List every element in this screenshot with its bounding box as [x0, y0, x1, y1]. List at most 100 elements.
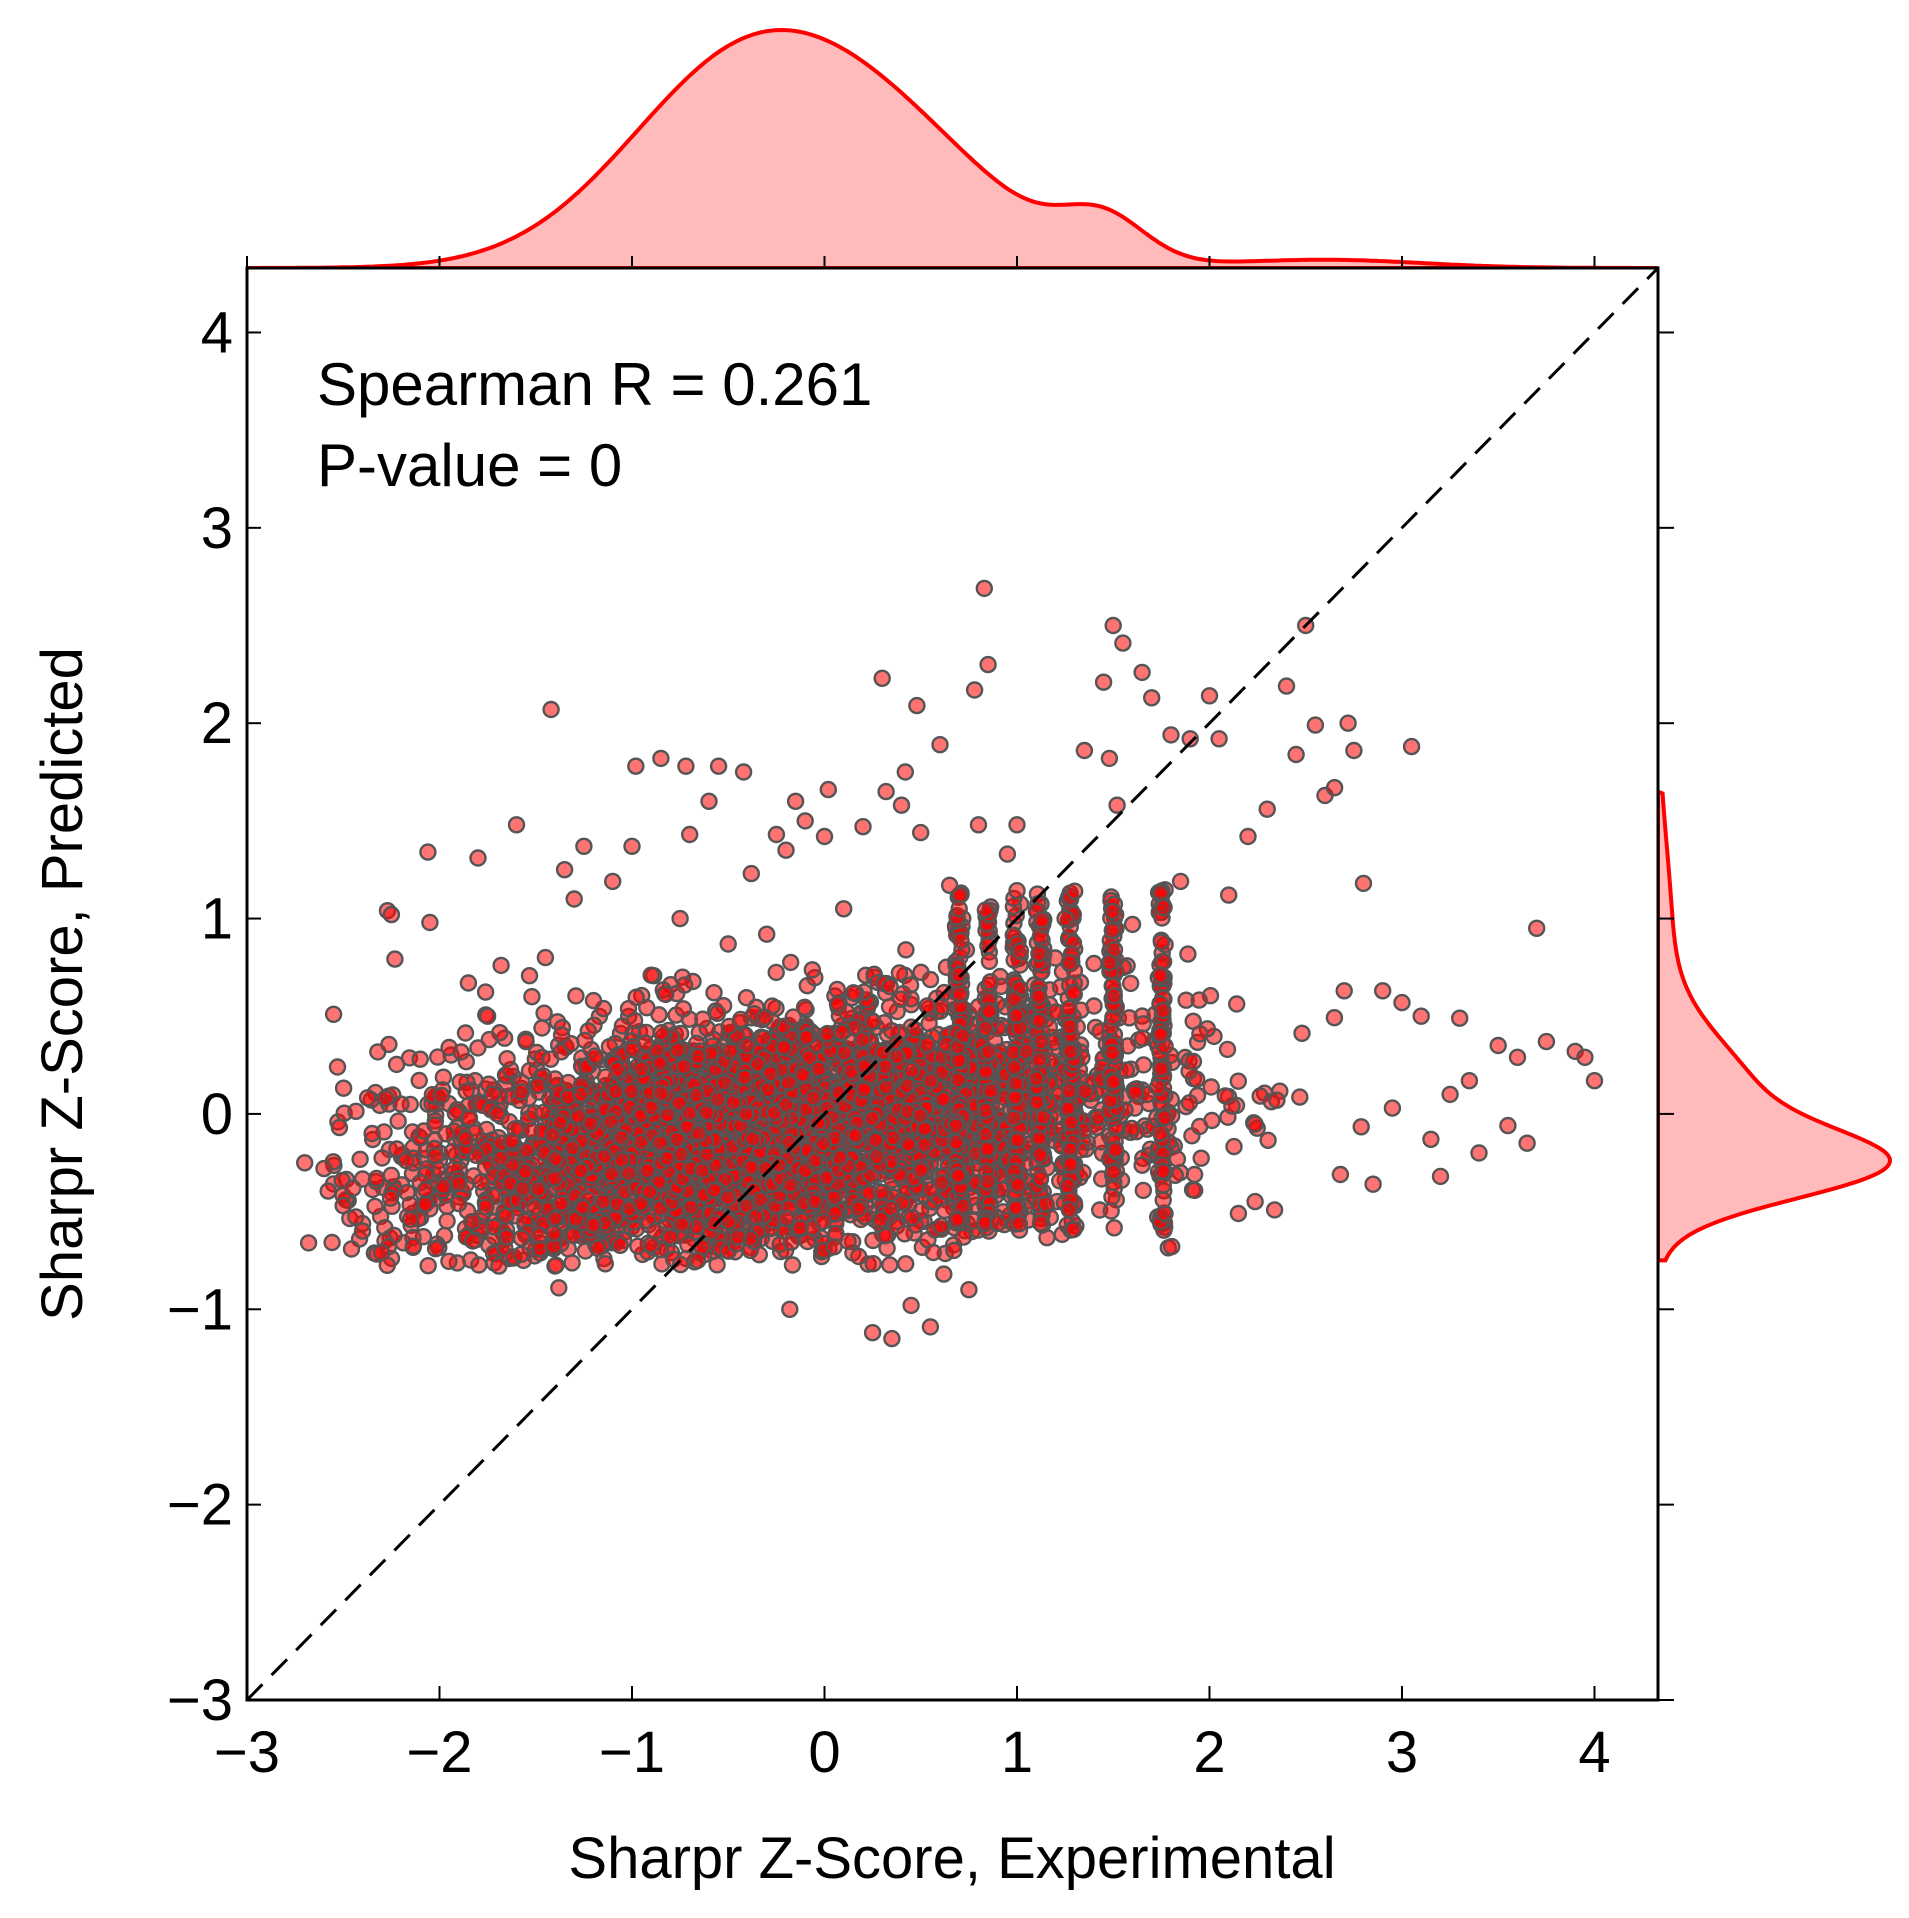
scatter-point: [918, 997, 936, 1015]
scatter-point: [945, 1241, 963, 1260]
scatter-point: [759, 1080, 777, 1099]
scatter-point: [1180, 1094, 1199, 1112]
y-tick-label: 3: [201, 496, 233, 561]
scatter-point: [397, 1151, 415, 1170]
scatter-point: [828, 995, 847, 1014]
scatter-point: [657, 985, 675, 1004]
scatter-point: [595, 1147, 614, 1166]
scatter-point: [1030, 944, 1048, 963]
scatter-point: [758, 925, 776, 943]
x-tick-label: 2: [1193, 1720, 1225, 1785]
scatter-point: [641, 1183, 659, 1201]
scatter-point: [1152, 933, 1171, 951]
scatter-point: [1030, 1129, 1048, 1147]
scatter-point: [1152, 1025, 1171, 1044]
scatter-point: [847, 1126, 865, 1145]
scatter-point: [767, 963, 785, 982]
scatter-point: [632, 1060, 651, 1078]
scatter-point: [828, 980, 846, 999]
scatter-point: [980, 1042, 998, 1061]
scatter-point: [721, 1042, 740, 1060]
scatter-point: [881, 1256, 899, 1274]
scatter-point: [742, 864, 760, 883]
scatter-point: [498, 1228, 516, 1246]
scatter-point: [1060, 1082, 1079, 1100]
scatter-point: [1431, 1167, 1450, 1186]
scatter-point: [521, 1121, 540, 1140]
scatter-point: [780, 1073, 798, 1092]
scatter-point: [457, 1082, 475, 1101]
scatter-point: [330, 1118, 349, 1137]
scatter-point: [613, 1151, 631, 1169]
scatter-point: [1154, 898, 1173, 917]
scatter-point: [756, 1008, 774, 1027]
x-tick-label: −3: [214, 1720, 280, 1785]
scatter-point: [429, 1048, 447, 1066]
scatter-point: [705, 1181, 723, 1200]
scatter-point: [1460, 1071, 1479, 1090]
scatter-point: [1007, 1007, 1025, 1025]
right-marginal-kde: [1656, 788, 1893, 1263]
scatter-point: [911, 1106, 929, 1125]
scatter-point: [351, 1150, 369, 1169]
scatter-point: [954, 1197, 972, 1215]
scatter-point: [853, 1031, 871, 1049]
scatter-point: [709, 1090, 727, 1108]
scatter-point: [376, 1089, 395, 1108]
scatter-point: [652, 1084, 670, 1103]
scatter-point: [563, 1139, 581, 1157]
scatter-point: [507, 816, 526, 834]
scatter-point: [1008, 882, 1026, 900]
scatter-point: [747, 1208, 765, 1226]
scatter-point: [1017, 1042, 1036, 1061]
scatter-point: [705, 984, 723, 1002]
scatter-point: [1585, 1071, 1604, 1090]
scatter-point: [947, 1133, 965, 1151]
scatter-point: [319, 1182, 337, 1200]
scatter-point: [1354, 874, 1373, 893]
scatter-point: [411, 1050, 429, 1068]
scatter-point: [373, 1149, 391, 1167]
scatter-point: [749, 1055, 767, 1073]
scatter-point: [688, 1251, 707, 1270]
scatter-point: [1076, 1082, 1094, 1101]
scatter-point: [1508, 1048, 1527, 1067]
scatter-point: [1142, 689, 1161, 707]
scatter-point: [367, 1169, 386, 1188]
scatter-point: [623, 837, 641, 855]
scatter-point: [1031, 1146, 1050, 1164]
scatter-point: [1151, 966, 1170, 984]
scatter-point: [677, 757, 695, 775]
scatter-point: [526, 1198, 544, 1216]
scatter-point: [632, 1133, 650, 1152]
scatter-point: [1133, 1029, 1152, 1047]
scatter-point: [882, 1199, 900, 1218]
scatter-point: [572, 1085, 590, 1104]
scatter-point: [979, 655, 997, 674]
scatter-point: [602, 1112, 620, 1131]
scatter-point: [715, 1074, 734, 1092]
scatter-point: [536, 948, 555, 967]
scatter-point: [947, 1117, 965, 1135]
scatter-point: [705, 1214, 723, 1232]
scatter-point: [552, 1026, 571, 1044]
scatter-point: [586, 1047, 604, 1065]
scatter-point: [502, 1132, 521, 1150]
scatter-point: [751, 1190, 770, 1209]
scatter-point: [1075, 741, 1094, 760]
scatter-point: [1005, 1109, 1023, 1127]
scatter-point: [755, 1029, 773, 1047]
scatter-point: [564, 1226, 583, 1245]
scatter-point: [347, 1102, 365, 1121]
scatter-point: [949, 1166, 967, 1185]
scatter-point: [1210, 730, 1228, 748]
scatter-point: [392, 1095, 410, 1113]
scatter-point: [1239, 827, 1257, 846]
scatter-point: [1393, 993, 1411, 1012]
scatter-point: [1007, 1074, 1025, 1093]
scatter-point: [1277, 677, 1296, 695]
scatter-point: [783, 1256, 802, 1274]
y-tick-label: 0: [201, 1082, 233, 1147]
scatter-point: [421, 913, 439, 932]
scatter-point: [563, 1254, 581, 1272]
